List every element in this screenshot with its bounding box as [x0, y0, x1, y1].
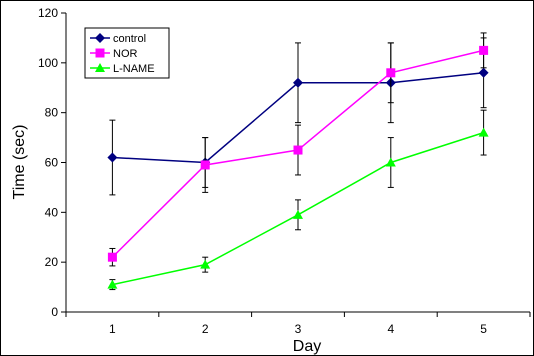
x-tick-label: 2: [202, 322, 209, 336]
legend-label: control: [113, 33, 146, 45]
legend-item-l-name: L-NAME: [90, 63, 155, 75]
legend-item-nor: NOR: [90, 48, 138, 60]
data-point: [107, 279, 118, 289]
data-point: [107, 152, 118, 163]
data-point: [293, 145, 303, 155]
legend-marker: [95, 63, 105, 72]
data-point: [107, 252, 117, 262]
legend-label: L-NAME: [113, 63, 155, 75]
y-tick-label: 20: [45, 255, 59, 269]
legend: control NOR L-NAME: [84, 27, 170, 79]
y-axis-label: Time (sec): [11, 125, 28, 200]
data-point: [293, 209, 303, 219]
data-point: [200, 259, 211, 269]
legend-marker: [95, 48, 105, 58]
x-axis-label: Day: [293, 338, 321, 355]
legend-marker: [95, 33, 105, 43]
legend-label: NOR: [113, 48, 138, 60]
y-tick-label: 40: [45, 205, 59, 219]
y-tick-label: 60: [45, 156, 59, 170]
ticks: 0 20 40 60 80 100 120 1 2 3 4 5: [38, 6, 531, 336]
data-point: [200, 160, 210, 170]
series-nor: [107, 32, 489, 267]
y-tick-label: 80: [45, 106, 59, 120]
data-point: [479, 45, 489, 55]
legend-item-control: control: [90, 33, 146, 45]
x-tick-label: 4: [387, 322, 394, 336]
x-tick-label: 5: [480, 322, 487, 336]
series-l-name: [107, 109, 489, 291]
data-point: [478, 67, 489, 78]
data-point: [478, 127, 489, 137]
data-point: [386, 68, 396, 78]
data-point: [385, 157, 396, 167]
data-point: [293, 77, 303, 88]
x-tick-label: 1: [109, 322, 116, 336]
y-tick-label: 0: [51, 305, 58, 319]
y-tick-label: 100: [38, 56, 58, 70]
x-tick-label: 3: [295, 322, 302, 336]
y-tick-label: 120: [38, 6, 58, 20]
series-layer: [107, 32, 489, 291]
